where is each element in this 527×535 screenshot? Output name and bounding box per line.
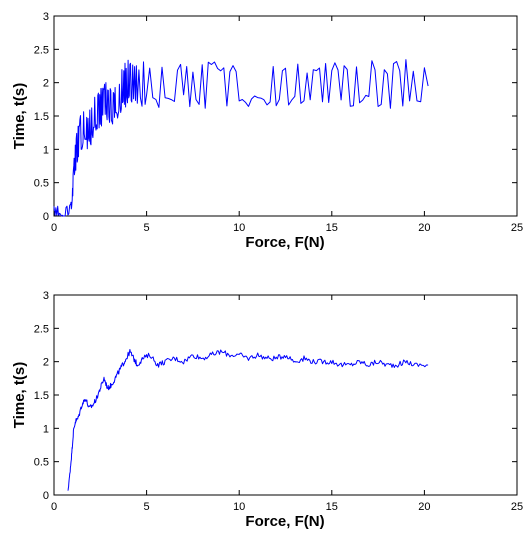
x-tick-label: 20 [418, 222, 430, 234]
y-tick-label: 1.5 [34, 390, 49, 402]
top-x-axis-label: Force, F(N) [245, 234, 324, 251]
bottom-plot: 0 5 10 15 20 25 0 0.5 1 1.5 2 2.5 3 Force, F(N) Time… [11, 290, 523, 530]
x-tick-label: 5 [144, 501, 150, 513]
x-tick-label: 10 [233, 222, 245, 234]
y-tick-label: 2 [43, 357, 49, 369]
x-tick-label: 15 [326, 222, 338, 234]
x-tick-label: 15 [326, 501, 338, 513]
x-tick-label: 5 [144, 222, 150, 234]
x-tick-label: 25 [511, 222, 523, 234]
y-tick-label: 1 [43, 144, 49, 156]
y-tick-label: 0 [43, 490, 49, 502]
x-tick-label: 0 [51, 501, 57, 513]
top-series [53, 59, 429, 217]
y-tick-label: 2.5 [34, 44, 49, 56]
y-tick-label: 0 [43, 211, 49, 223]
y-tick-label: 0.5 [34, 178, 49, 190]
y-tick-label: 1.5 [34, 111, 49, 123]
bottom-x-axis-label: Force, F(N) [245, 513, 324, 530]
bottom-axes-box [53, 294, 518, 496]
x-tick-label: 25 [511, 501, 523, 513]
top-y-axis-label: Time, t(s) [11, 83, 28, 149]
x-tick-label: 10 [233, 501, 245, 513]
top-axes-box [53, 15, 518, 217]
y-tick-label: 2 [43, 78, 49, 90]
y-tick-label: 1 [43, 423, 49, 435]
y-tick-label: 2.5 [34, 323, 49, 335]
x-tick-label: 20 [418, 501, 430, 513]
top-plot: 0 5 10 15 20 25 0 0.5 1 1.5 2 2.5 3 Force, F(N) Time… [11, 11, 523, 251]
bottom-series [67, 349, 429, 491]
y-tick-label: 3 [43, 11, 49, 23]
x-tick-label: 0 [51, 222, 57, 234]
y-tick-label: 3 [43, 290, 49, 302]
bottom-y-axis-label: Time, t(s) [11, 362, 28, 428]
bottom-ticks: 0 5 10 15 20 25 0 0.5 1 1.5 2 2.5 3 [34, 290, 523, 513]
top-ticks: 0 5 10 15 20 25 0 0.5 1 1.5 2 2.5 3 [34, 11, 523, 234]
series-line [67, 349, 429, 491]
y-tick-label: 0.5 [34, 457, 49, 469]
series-line [53, 59, 429, 217]
